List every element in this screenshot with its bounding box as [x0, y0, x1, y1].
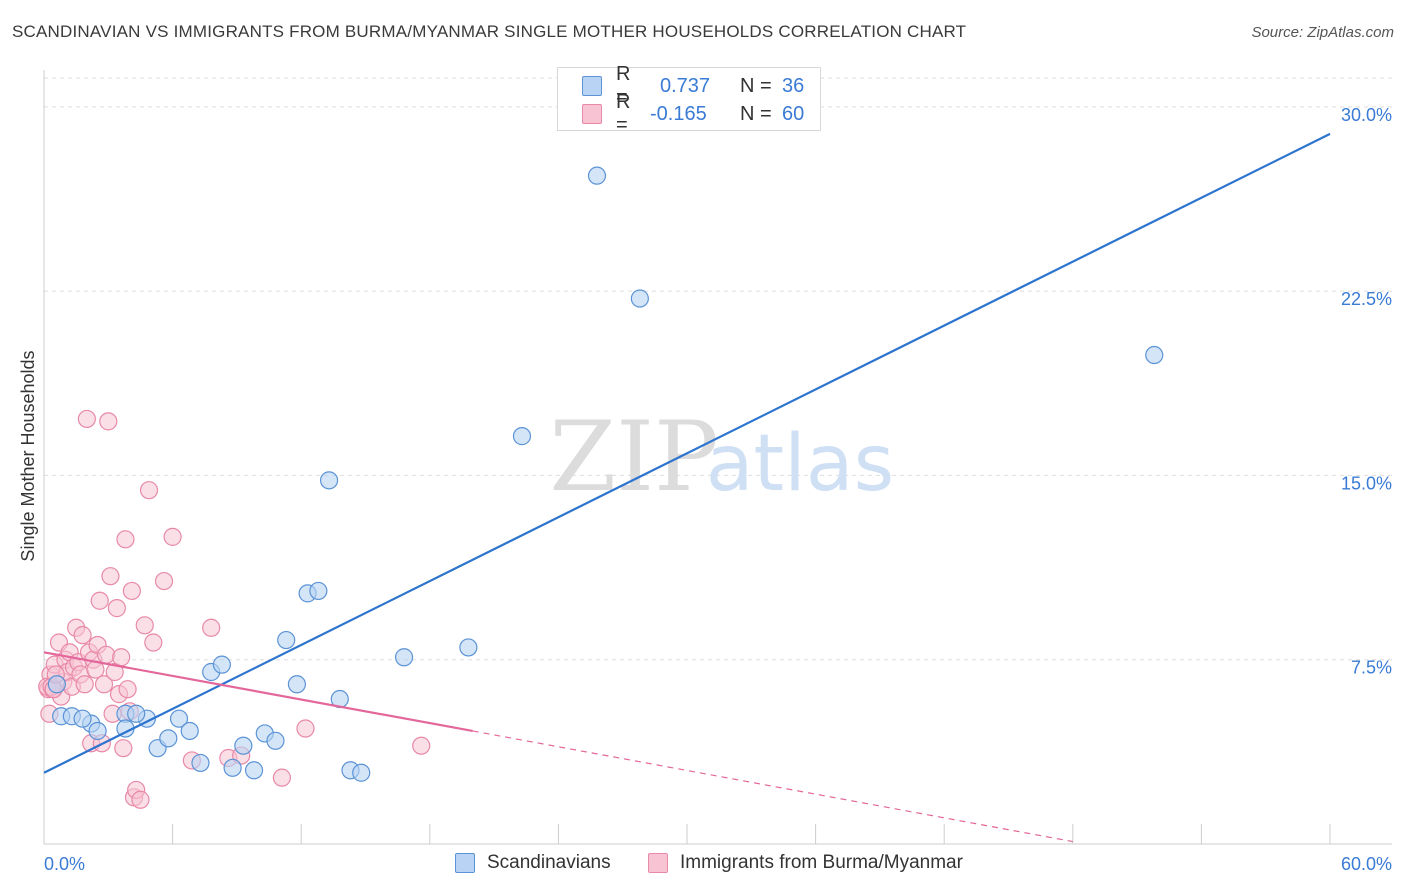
scandinavians-point — [244, 761, 264, 780]
immigrants-point — [112, 648, 131, 667]
series-legend-scandinavians: Scandinavians — [455, 852, 611, 874]
scandinavians-point — [47, 675, 66, 694]
scandinavians-point — [287, 675, 307, 694]
watermark-atlas: atlas — [706, 419, 895, 509]
series-swatch-blue — [455, 853, 475, 873]
immigrants-point — [202, 618, 221, 637]
scandinavians-point — [309, 581, 328, 601]
immigrants-point — [73, 626, 92, 645]
scandinavians-point — [169, 709, 189, 728]
scandinavians-point — [1145, 345, 1164, 365]
scandinavians-point — [394, 648, 414, 667]
scandinavians-point — [266, 731, 285, 750]
scandinavians-point — [234, 736, 253, 755]
legend-n-value: 36 — [782, 74, 805, 97]
scandinavians-point — [630, 289, 649, 308]
scandinavians-point — [73, 709, 92, 728]
scandinavians-point — [352, 763, 371, 782]
immigrants-point — [144, 633, 163, 652]
scandinavians-point — [587, 166, 607, 185]
legend-r-value: 0.737 — [660, 74, 711, 97]
scandinavians-point — [191, 753, 210, 773]
source-label: Source: ZipAtlas.com — [1251, 24, 1394, 41]
immigrants-point — [135, 616, 154, 635]
legend-n-value: 60 — [782, 102, 805, 125]
x-tick-label: 60.0% — [1341, 854, 1392, 874]
scandinavians-point — [212, 655, 231, 674]
scandinavians-point — [88, 721, 107, 741]
scandinavians-point — [459, 638, 478, 657]
scandinavians-point — [180, 721, 199, 741]
immigrants-point — [122, 581, 141, 601]
scandinavians-points — [47, 166, 1164, 782]
immigrants-point — [116, 530, 135, 549]
y-tick-labels: 7.5% 15.0% 22.5% 30.0% — [1341, 105, 1392, 678]
immigrants-point — [94, 675, 114, 694]
legend-swatch-pink — [582, 104, 602, 124]
y-tick-label: 30.0% — [1341, 105, 1392, 125]
immigrants-point — [77, 409, 96, 429]
grid-lines — [44, 77, 1392, 661]
immigrants-point — [90, 591, 109, 610]
series-swatch-pink — [648, 853, 668, 873]
immigrants-point — [154, 571, 174, 591]
immigrants-point — [131, 790, 150, 809]
x-tick-labels: 0.0% 60.0% — [44, 854, 1392, 874]
immigrants-trend-line — [43, 651, 473, 733]
scandinavians-point — [512, 427, 532, 446]
y-tick-label: 15.0% — [1341, 473, 1392, 493]
legend-swatch-blue — [582, 76, 602, 96]
immigrants-point — [75, 675, 94, 694]
watermark-zip: ZIP — [549, 401, 718, 513]
watermark: ZIP atlas — [549, 401, 894, 513]
legend-n-label: N = — [740, 102, 772, 125]
legend-row-immigrants: R = -0.165 N = 60 — [582, 91, 805, 136]
correlation-legend: R = 0.737 N = 36 R = -0.165 N = 60 — [557, 63, 821, 136]
immigrants-point — [118, 680, 137, 699]
y-tick-label: 22.5% — [1341, 289, 1392, 309]
scandinavians-point — [319, 471, 339, 490]
legend-n-label: N = — [740, 74, 772, 97]
legend-r-value: -0.165 — [650, 102, 707, 125]
trend-lines — [43, 132, 1331, 843]
immigrants-point — [99, 412, 118, 431]
immigrants-point — [272, 768, 292, 787]
immigrants-point — [101, 567, 120, 586]
scandinavians-trend-line — [43, 132, 1331, 774]
legend-r-label: R = — [616, 63, 631, 108]
series-legend: Scandinavians Immigrants from Burma/Myan… — [0, 852, 1406, 876]
immigrants-point — [412, 736, 431, 755]
x-tick-label: 0.0% — [44, 854, 85, 874]
immigrants-point — [163, 527, 182, 546]
scandinavians-point — [223, 758, 242, 777]
scandinavians-point — [159, 729, 178, 748]
immigrants-point — [114, 739, 133, 758]
scandinavians-point — [277, 630, 296, 650]
immigrants-point — [107, 599, 126, 618]
chart-title: SCANDINAVIAN VS IMMIGRANTS FROM BURMA/MY… — [12, 22, 967, 41]
legend-r-label: R = — [616, 91, 631, 136]
y-tick-label: 7.5% — [1351, 658, 1392, 678]
immigrants-point — [97, 645, 116, 664]
immigrants-point — [296, 719, 315, 738]
y-axis-label: Single Mother Households — [18, 350, 38, 561]
series-name: Scandinavians — [487, 852, 611, 873]
scandinavians-point — [127, 704, 146, 723]
immigrants-point — [139, 481, 159, 500]
legend-row-scandinavians: R = 0.737 N = 36 — [582, 63, 805, 108]
immigrants-trend-extension — [472, 730, 1073, 843]
series-name: Immigrants from Burma/Myanmar — [680, 852, 963, 873]
series-legend-immigrants: Immigrants from Burma/Myanmar — [648, 852, 963, 874]
